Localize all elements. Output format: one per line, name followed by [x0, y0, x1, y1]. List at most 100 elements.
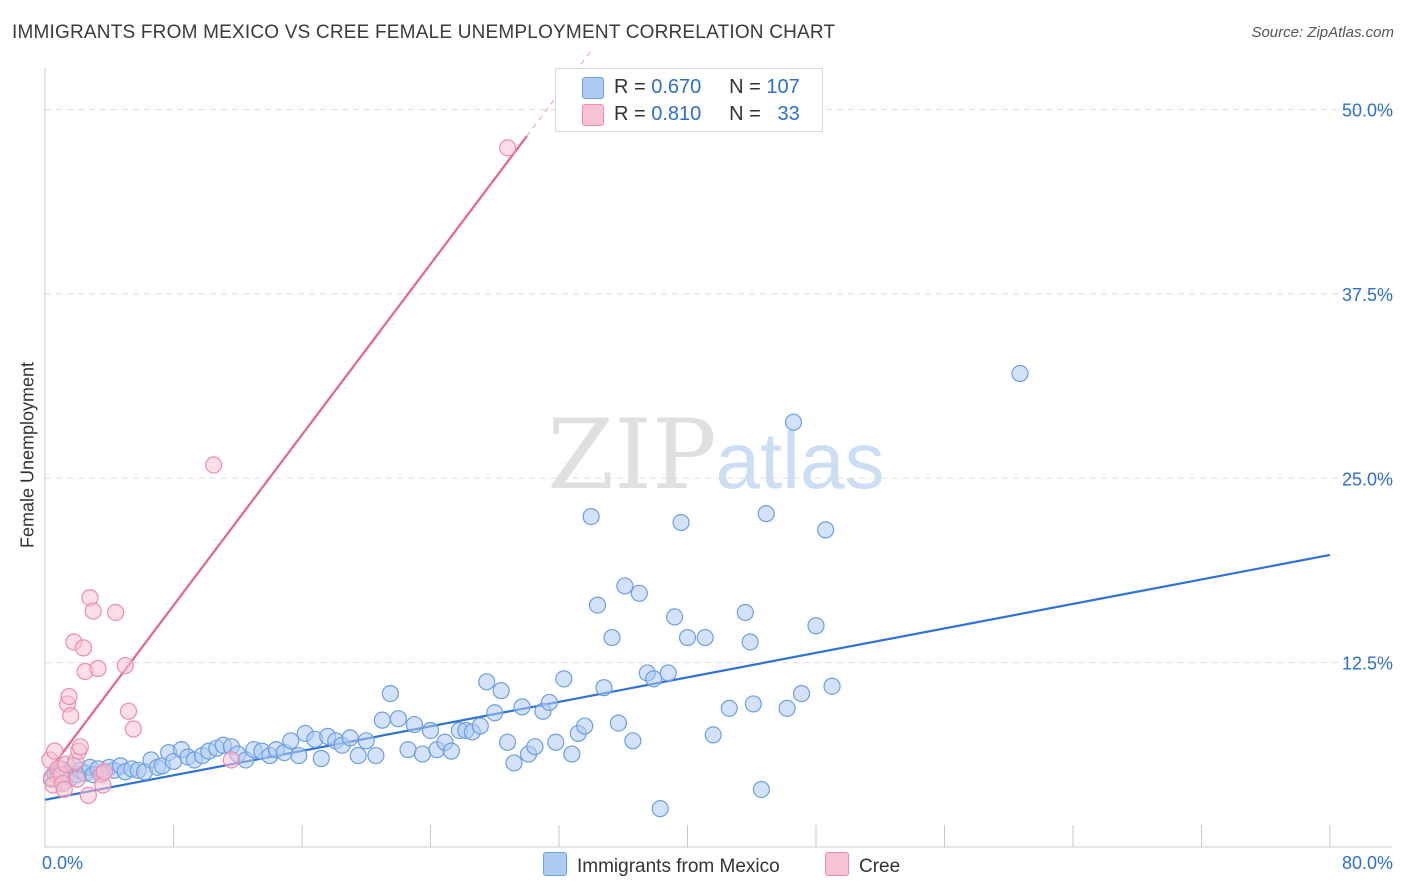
axes	[44, 68, 1392, 848]
point-mexico	[282, 732, 300, 750]
point-mexico	[357, 732, 375, 750]
point-mexico	[624, 732, 642, 750]
point-cree	[68, 770, 86, 788]
trend-line-cree	[44, 135, 528, 777]
bottom-legend-mexico: Immigrants from Mexico	[543, 852, 780, 878]
point-mexico	[381, 684, 399, 703]
legend-swatch-blue	[582, 77, 604, 99]
watermark-atlas: atlas	[716, 416, 885, 505]
point-mexico	[478, 673, 496, 691]
correlation-legend: R = 0.670 N = 107 R = 0.810 N = 33	[555, 68, 823, 132]
point-mexico	[547, 733, 565, 751]
point-mexico	[312, 749, 330, 768]
point-mexico	[704, 726, 722, 744]
point-cree	[84, 602, 102, 620]
point-cree	[74, 639, 93, 657]
point-mexico	[405, 715, 424, 734]
legend-r-label: R =	[614, 103, 646, 125]
point-cree	[55, 780, 73, 799]
point-cree	[222, 751, 240, 769]
point-mexico	[823, 677, 841, 695]
point-mexico	[373, 711, 391, 729]
point-cree	[95, 763, 114, 781]
point-mexico	[645, 670, 663, 688]
point-cree	[46, 742, 64, 760]
point-mexico	[784, 413, 803, 431]
point-mexico	[817, 521, 835, 539]
bottom-legend-label-cree: Cree	[859, 856, 901, 877]
point-mexico	[413, 745, 432, 763]
point-mexico	[582, 507, 600, 526]
point-cree	[79, 786, 97, 804]
legend-n-label: N =	[729, 76, 761, 98]
point-mexico	[588, 596, 607, 614]
point-mexico	[603, 628, 621, 647]
point-mexico	[290, 746, 308, 765]
point-mexico	[486, 704, 504, 722]
point-mexico	[341, 729, 359, 747]
x-tick-label-max: 80.0%	[1342, 853, 1393, 873]
y-tick-label: 25.0%	[1342, 469, 1393, 489]
point-mexico	[651, 800, 669, 818]
point-mexico	[555, 670, 573, 688]
data-points	[41, 139, 1029, 818]
point-mexico	[616, 577, 634, 595]
point-mexico	[1011, 364, 1029, 383]
bottom-legend-swatch-blue	[543, 852, 567, 876]
y-tick-label: 12.5%	[1342, 654, 1393, 674]
x-tick-label-min: 0.0%	[42, 853, 83, 873]
point-cree	[107, 603, 125, 622]
bottom-legend-swatch-pink	[825, 852, 849, 876]
point-cree	[124, 720, 142, 738]
point-cree	[89, 659, 107, 678]
point-mexico	[736, 603, 754, 622]
legend-r-value: 0.810	[651, 103, 702, 125]
source-credit: Source: ZipAtlas.com	[1251, 24, 1394, 41]
point-cree	[116, 656, 134, 675]
point-mexico	[471, 717, 489, 735]
point-mexico	[513, 698, 531, 716]
chart-title: IMMIGRANTS FROM MEXICO VS CREE FEMALE UN…	[12, 22, 836, 43]
gridlines	[45, 109, 1392, 664]
point-mexico	[576, 717, 594, 735]
legend-r-label: R =	[614, 76, 646, 98]
watermark-zip: ZIP	[547, 399, 716, 511]
bottom-legend-cree: Cree	[825, 852, 900, 878]
point-mexico	[678, 628, 697, 647]
point-mexico	[349, 746, 367, 765]
point-mexico	[666, 608, 684, 626]
legend-r-value: 0.670	[651, 76, 702, 98]
point-cree	[205, 456, 223, 474]
point-mexico	[367, 746, 385, 765]
point-mexico	[526, 738, 544, 756]
point-mexico	[792, 684, 811, 703]
point-mexico	[389, 710, 407, 728]
point-mexico	[563, 745, 581, 763]
point-cree	[71, 738, 89, 756]
point-mexico	[778, 699, 796, 717]
point-mexico	[609, 714, 628, 732]
point-cree	[119, 702, 138, 720]
point-mexico	[399, 741, 417, 759]
point-mexico	[499, 733, 517, 751]
point-mexico	[672, 513, 690, 532]
y-tick-label: 37.5%	[1342, 285, 1393, 305]
point-mexico	[720, 699, 738, 717]
point-mexico	[807, 617, 825, 635]
legend-swatch-pink	[582, 104, 604, 126]
point-mexico	[595, 679, 613, 697]
point-mexico	[421, 721, 440, 740]
point-mexico	[492, 682, 510, 700]
bottom-legend-label-mexico: Immigrants from Mexico	[577, 856, 780, 877]
point-mexico	[505, 754, 523, 772]
point-mexico	[757, 505, 775, 523]
point-mexico	[696, 628, 714, 647]
y-axis-label: Female Unemployment	[17, 361, 38, 549]
point-mexico	[442, 742, 460, 760]
legend-n-value: 33	[777, 103, 800, 125]
point-mexico	[744, 695, 762, 713]
y-tick-label: 50.0%	[1342, 101, 1393, 121]
point-mexico	[741, 633, 759, 651]
point-cree	[60, 687, 78, 706]
